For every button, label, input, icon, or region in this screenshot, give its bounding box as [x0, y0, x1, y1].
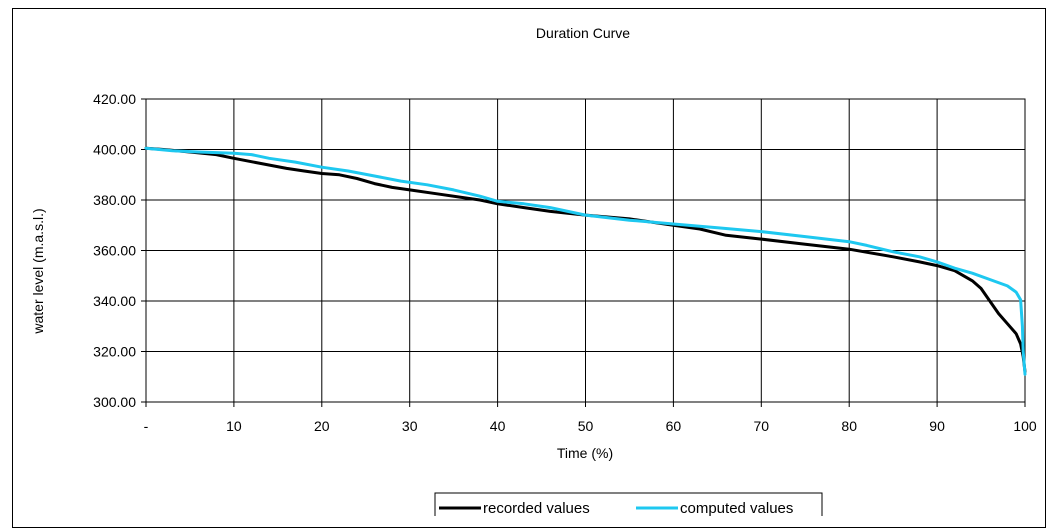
legend-label-computed: computed values — [680, 500, 793, 516]
y-tick-label: 380.00 — [93, 192, 136, 208]
x-tick-label: 50 — [578, 418, 594, 434]
x-tick-label: 10 — [226, 418, 242, 434]
x-tick-label: 80 — [841, 418, 857, 434]
y-tick-label: 300.00 — [93, 394, 136, 410]
legend-label-recorded: recorded values — [483, 500, 590, 516]
x-tick-label: 90 — [929, 418, 945, 434]
chart-svg: Duration Curve 300.00320.00340.00360.003… — [30, 25, 1037, 516]
series-line-computed — [144, 146, 1027, 376]
legend: recorded values computed values — [434, 492, 823, 516]
chart-frame: Duration Curve 300.00 320.00 340.00 360.00 3… — [12, 8, 1046, 528]
tick-layer: 300.00 320.00 340.00 360.00 380.00 400.00 420.… — [93, 91, 1037, 434]
x-tick-label: 20 — [314, 418, 330, 434]
y-tick-label: 400.00 — [93, 142, 136, 158]
y-tick-label: 360.00 — [93, 243, 136, 259]
x-tick-label: 100 — [1013, 418, 1037, 434]
y-tick-label: 420.00 — [93, 91, 136, 107]
x-tick-label: 40 — [490, 418, 506, 434]
chart-title: Duration Curve — [536, 25, 630, 41]
legend-box — [434, 492, 823, 516]
x-axis-label: Time (%) — [557, 445, 613, 461]
x-tick-label: - — [144, 418, 149, 434]
x-tick-label: 60 — [666, 418, 682, 434]
y-tick-label: 340.00 — [93, 293, 136, 309]
y-tick-label: 320.00 — [93, 344, 136, 360]
x-tick-label: 70 — [754, 418, 770, 434]
y-axis-label: water level (m.a.s.l.) — [30, 208, 46, 334]
x-tick-label: 30 — [402, 418, 418, 434]
series-layer — [144, 146, 1027, 376]
